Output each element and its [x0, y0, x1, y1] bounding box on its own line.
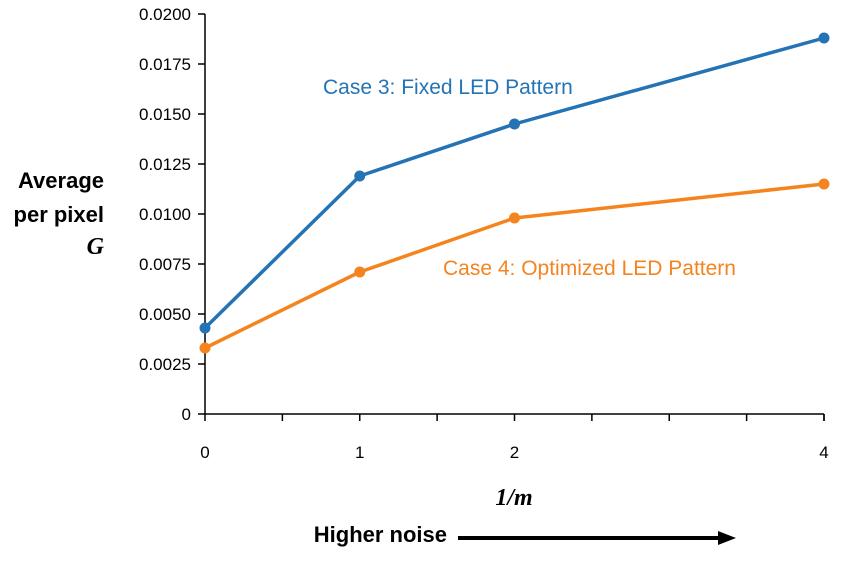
y-tick-label: 0.0075 [139, 255, 191, 274]
data-point [818, 32, 830, 44]
x-tick-label: 2 [510, 443, 519, 462]
x-axis: 0 1 2 4 [200, 413, 829, 462]
data-point [818, 178, 830, 190]
data-point [509, 118, 520, 130]
data-point [199, 322, 211, 334]
y-axis: 0 0.0025 0.0050 0.0075 0.0100 0.0125 0.0150 0.0… [139, 5, 206, 424]
x-tick-label: 1 [355, 443, 364, 462]
higher-noise-annotation: Higher noise [314, 522, 447, 547]
y-tick-label: 0 [182, 405, 191, 424]
series-line-case-3 [203, 36, 825, 330]
data-point [509, 212, 520, 224]
x-axis-label: 1/m [495, 485, 532, 511]
y-tick-label: 0.0050 [139, 305, 191, 324]
series-line-case-4 [204, 182, 825, 350]
series-label-case-3: Case 3: Fixed LED Pattern [323, 76, 573, 99]
y-axis-label-symbol: G [87, 234, 105, 260]
data-point [199, 342, 211, 354]
y-tick-label: 0.0100 [139, 205, 191, 224]
x-tick-label: 4 [819, 443, 828, 462]
higher-noise-arrow-head [718, 531, 736, 545]
y-axis-label-line-1: Average [18, 168, 104, 193]
x-tick-label: 0 [200, 443, 209, 462]
y-tick-label: 0.0200 [139, 5, 191, 24]
y-tick-label: 0.0150 [139, 105, 191, 124]
y-axis-label-line-2: per pixel [14, 202, 104, 227]
data-point [354, 266, 366, 278]
y-tick-label: 0.0025 [139, 355, 191, 374]
series-label-case-4: Case 4: Optimized LED Pattern [443, 257, 736, 280]
series-layer [199, 32, 830, 354]
y-tick-label: 0.0175 [139, 55, 191, 74]
data-point [354, 170, 366, 182]
y-tick-label: 0.0125 [139, 155, 191, 174]
